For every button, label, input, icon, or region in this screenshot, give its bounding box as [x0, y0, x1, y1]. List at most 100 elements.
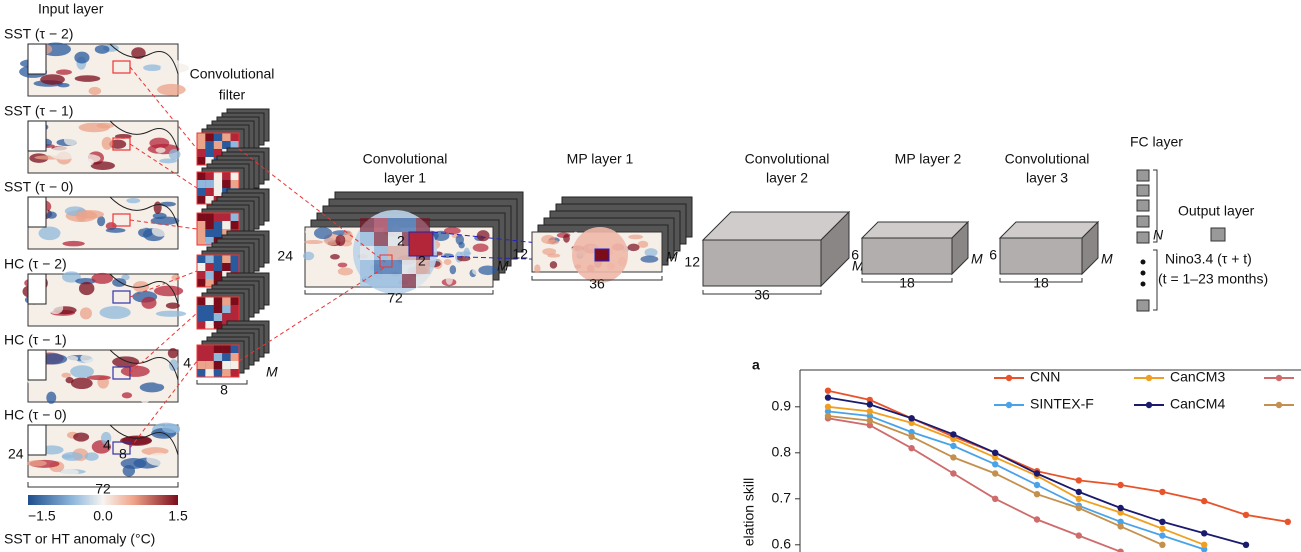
y-tick-label: 0.8	[772, 444, 792, 460]
filter-cell	[197, 157, 206, 165]
connector	[129, 360, 198, 449]
point	[908, 419, 915, 427]
coast	[109, 273, 179, 305]
legend-label: SINTEX-F	[1030, 396, 1094, 412]
filter-cell	[213, 321, 223, 329]
map-blob	[330, 254, 340, 260]
map-blob	[81, 158, 94, 166]
map-blob	[46, 211, 57, 219]
filter-cell	[213, 149, 223, 157]
label: Convolutional	[745, 151, 830, 167]
map-blob	[100, 431, 112, 445]
map-blob	[86, 375, 111, 381]
label: SST or HT anomaly (°C)	[4, 531, 155, 547]
series-line	[827, 417, 1121, 552]
filter-cell	[222, 213, 231, 221]
filter-cell	[213, 263, 223, 271]
map-blob	[472, 243, 489, 253]
point	[1075, 495, 1083, 502]
filter-cell	[230, 313, 239, 321]
label: 2	[397, 233, 405, 249]
zoom-cell	[388, 218, 402, 232]
map-blob	[143, 64, 162, 72]
filter-cell	[205, 353, 214, 361]
filter-cell	[197, 313, 206, 321]
point	[1284, 518, 1292, 525]
map-blob	[343, 230, 353, 243]
label: M	[497, 258, 509, 274]
map-blob	[155, 147, 166, 153]
point	[866, 417, 873, 424]
filter-cell	[205, 213, 214, 221]
map-blob	[57, 83, 70, 88]
label: HC (τ − 0)	[4, 407, 67, 423]
filter-cell	[222, 297, 231, 305]
filter-cell	[205, 369, 214, 377]
map-blob	[135, 73, 147, 81]
zoom-cell	[374, 218, 388, 232]
map-blob	[478, 265, 498, 276]
land	[27, 196, 47, 228]
map-blob	[60, 469, 80, 476]
box-front	[702, 239, 822, 287]
map-blob	[101, 136, 113, 150]
label: FC layer	[1130, 134, 1183, 150]
point	[1201, 546, 1208, 552]
brace	[196, 380, 248, 385]
filter-cell	[197, 271, 206, 279]
point	[866, 422, 873, 429]
map-blob	[120, 365, 150, 377]
map-blob	[54, 377, 66, 386]
map-blob	[534, 264, 541, 274]
zoom-cell	[416, 260, 430, 274]
label: 4	[183, 355, 191, 371]
map-blob	[97, 215, 106, 227]
filter-cell	[205, 263, 214, 271]
filter-cell	[213, 213, 223, 221]
point	[1033, 491, 1041, 498]
filter-cell	[230, 172, 239, 180]
label: 36	[754, 287, 770, 303]
filter-cell	[222, 263, 231, 271]
map-blob	[167, 348, 179, 359]
zoom-cell	[388, 274, 402, 288]
filter-cell	[197, 369, 206, 377]
point	[1201, 530, 1208, 537]
map-blob	[42, 121, 66, 127]
zoom-cell	[388, 232, 402, 246]
box-front	[861, 237, 953, 275]
map-blob	[155, 310, 187, 317]
box-top	[998, 221, 1100, 239]
label: HC (τ − 2)	[4, 256, 67, 272]
map-blob	[94, 44, 110, 54]
ellipsis-dot	[1140, 259, 1146, 265]
connector	[432, 231, 596, 250]
filter-cell	[213, 271, 223, 279]
label: −1.5	[28, 508, 56, 524]
filter-cell	[197, 221, 206, 229]
filter-cell	[213, 180, 223, 188]
series-line	[827, 410, 1205, 551]
filter-cell	[205, 180, 214, 188]
filter-cell	[222, 229, 231, 237]
filter-cell	[205, 196, 214, 204]
map-blob	[73, 432, 90, 442]
point	[908, 433, 915, 440]
colorbar	[28, 495, 178, 505]
filter-cell	[230, 180, 239, 188]
map-blob	[121, 449, 136, 457]
map-blob	[628, 234, 643, 240]
map-blob	[105, 227, 126, 233]
filter-cell	[197, 255, 206, 263]
y-tick-label: 0.6	[772, 536, 792, 552]
connector	[238, 148, 386, 263]
map-blob	[38, 226, 61, 241]
window	[379, 254, 393, 268]
legend-label: CanCM3	[1170, 369, 1225, 385]
coast	[109, 349, 179, 381]
label: M	[666, 249, 678, 265]
map-blob	[165, 302, 180, 309]
point	[1075, 488, 1083, 496]
coast	[109, 120, 179, 152]
